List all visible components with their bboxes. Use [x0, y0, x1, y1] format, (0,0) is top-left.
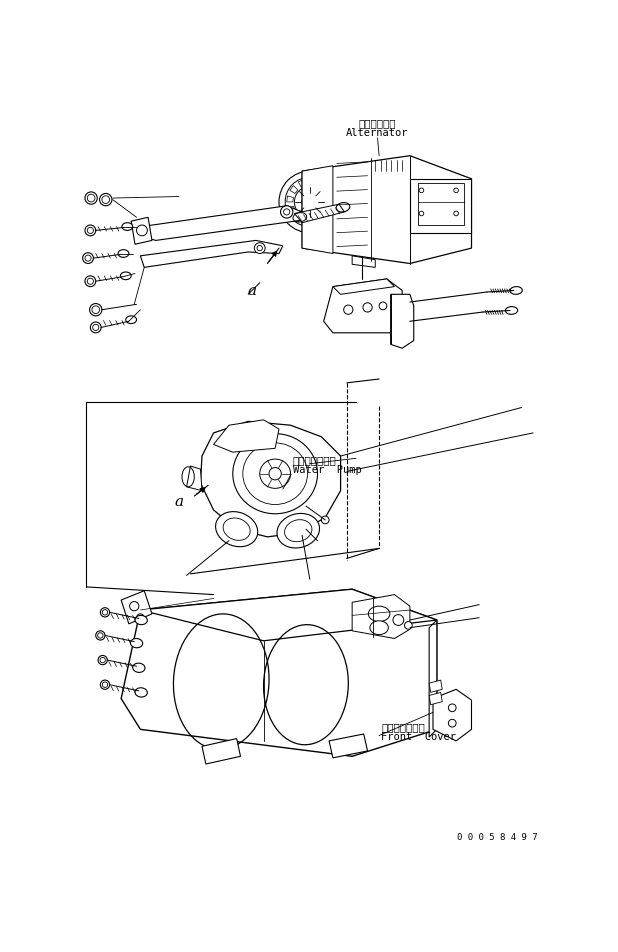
Ellipse shape: [135, 688, 147, 697]
Polygon shape: [333, 280, 394, 295]
Circle shape: [85, 226, 96, 236]
Circle shape: [419, 212, 424, 216]
Polygon shape: [200, 422, 341, 537]
Circle shape: [100, 608, 109, 617]
Polygon shape: [140, 241, 283, 268]
Ellipse shape: [368, 606, 390, 622]
Ellipse shape: [121, 272, 131, 281]
Polygon shape: [391, 295, 413, 348]
Polygon shape: [324, 280, 402, 333]
Ellipse shape: [216, 512, 258, 547]
Polygon shape: [214, 421, 279, 453]
Text: Front  Cover: Front Cover: [381, 731, 457, 742]
Polygon shape: [429, 621, 437, 737]
Text: a: a: [174, 494, 184, 508]
Circle shape: [100, 681, 109, 689]
Polygon shape: [352, 595, 410, 639]
Polygon shape: [131, 218, 152, 245]
Text: ウォータポンプ: ウォータポンプ: [293, 455, 337, 465]
Ellipse shape: [135, 616, 147, 625]
Circle shape: [393, 615, 404, 625]
Ellipse shape: [370, 621, 388, 635]
Polygon shape: [302, 156, 472, 265]
Circle shape: [419, 188, 424, 193]
Circle shape: [405, 622, 412, 629]
Circle shape: [281, 207, 293, 219]
Polygon shape: [187, 466, 202, 491]
Polygon shape: [121, 589, 437, 757]
Polygon shape: [121, 591, 152, 625]
Text: フロントカバー: フロントカバー: [381, 722, 425, 731]
Circle shape: [98, 656, 108, 665]
Circle shape: [454, 188, 459, 193]
Circle shape: [90, 323, 101, 333]
Polygon shape: [352, 256, 375, 268]
Circle shape: [83, 253, 93, 265]
Text: 0 0 0 5 8 4 9 7: 0 0 0 5 8 4 9 7: [457, 832, 538, 841]
Ellipse shape: [133, 664, 145, 673]
Polygon shape: [433, 689, 472, 741]
Ellipse shape: [277, 514, 320, 548]
Ellipse shape: [122, 224, 133, 231]
Circle shape: [321, 517, 329, 525]
Polygon shape: [302, 167, 333, 254]
Polygon shape: [429, 693, 442, 705]
Circle shape: [99, 194, 112, 207]
Text: オルタネータ: オルタネータ: [359, 118, 396, 128]
Ellipse shape: [118, 250, 129, 258]
Circle shape: [85, 276, 96, 288]
Text: Water  Pump: Water Pump: [293, 465, 362, 475]
Ellipse shape: [269, 468, 281, 481]
Text: Alternator: Alternator: [346, 128, 408, 138]
Text: a: a: [247, 284, 256, 298]
Circle shape: [90, 305, 102, 316]
Circle shape: [96, 631, 105, 641]
Polygon shape: [294, 205, 344, 224]
Ellipse shape: [126, 316, 137, 325]
Polygon shape: [202, 739, 240, 764]
Ellipse shape: [130, 639, 143, 648]
Circle shape: [85, 192, 97, 205]
Polygon shape: [137, 207, 306, 241]
Circle shape: [454, 212, 459, 216]
Polygon shape: [329, 734, 368, 758]
Polygon shape: [410, 180, 472, 233]
Polygon shape: [140, 589, 437, 641]
Polygon shape: [429, 681, 442, 693]
Circle shape: [255, 244, 265, 254]
